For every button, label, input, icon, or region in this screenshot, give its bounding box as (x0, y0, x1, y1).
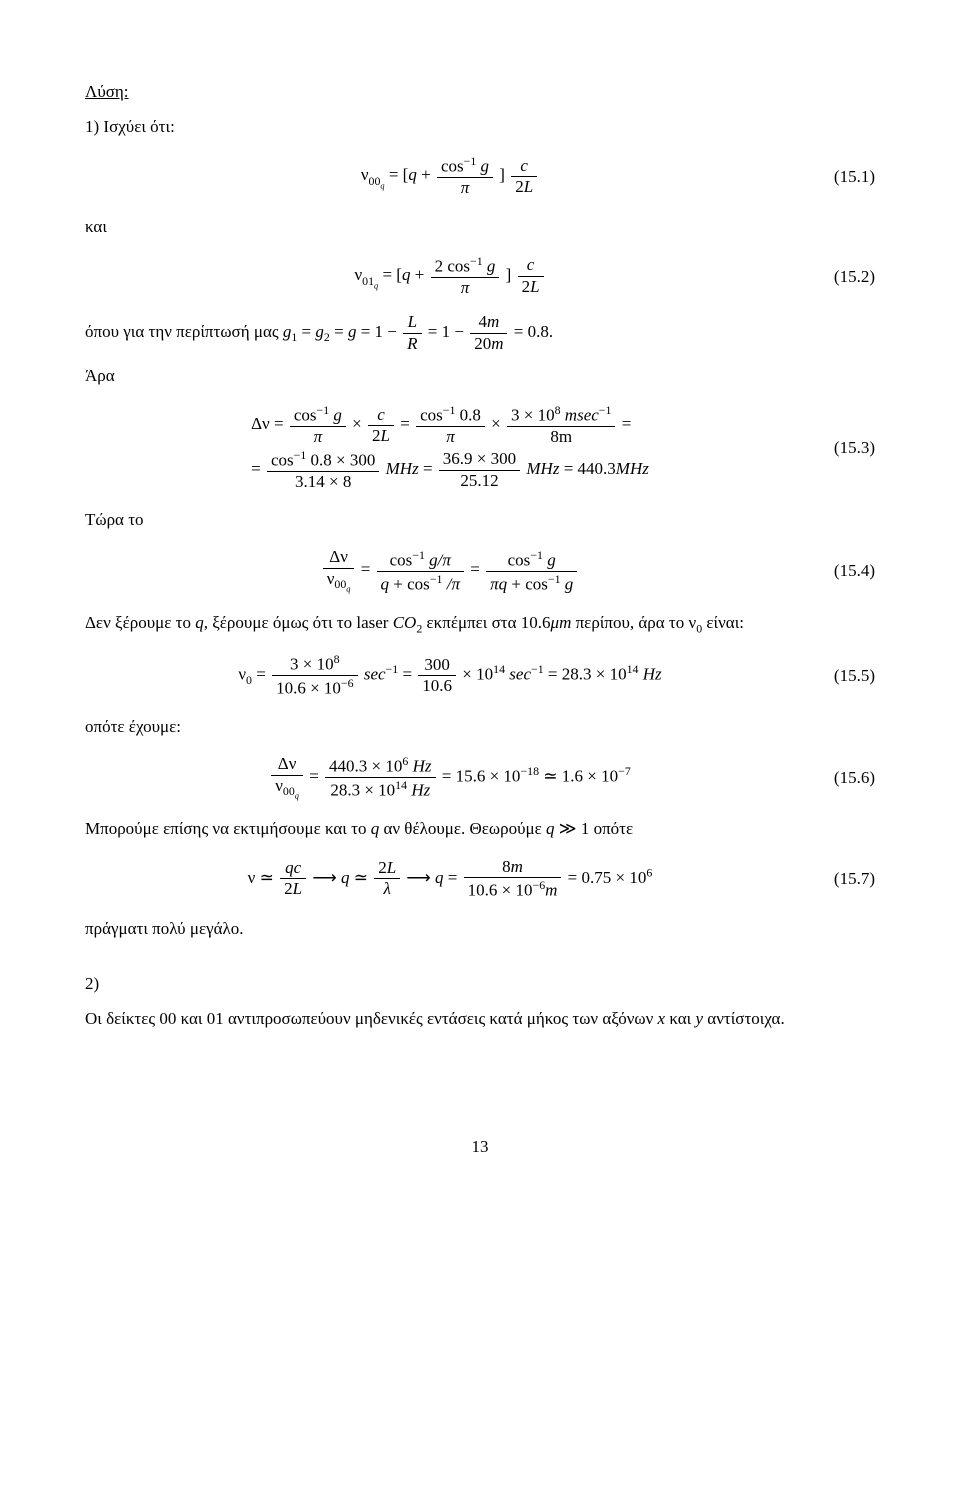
equation-15-7: ν ≃ qc2L ⟶ q ≃ 2Lλ ⟶ q = 8m10.6 × 10−6m … (85, 857, 875, 901)
eq-body: ν0 = 3 × 10810.6 × 10−6 sec−1 = 30010.6 … (85, 652, 815, 699)
twra: Τώρα το (85, 506, 875, 533)
eq-body: Δν = cos−1 gπ × c2L = cos−1 0.8π × 3 × 1… (85, 403, 815, 492)
ara: Άρα (85, 362, 875, 389)
eq-number: (15.6) (815, 764, 875, 791)
opote: οπότε έχουμε: (85, 713, 875, 740)
eq-body: ν00q = [q + cos−1 gπ ] c2L (85, 154, 815, 198)
eq-body: ν01q = [q + 2 cos−1 gπ ] c2L (85, 254, 815, 298)
equation-15-2: ν01q = [q + 2 cos−1 gπ ] c2L (15.2) (85, 254, 875, 298)
eq-body: Δνν00q = cos−1 g/πq + cos−1 /π = cos−1 g… (85, 547, 815, 594)
equation-15-6: Δνν00q = 440.3 × 106 Hz28.3 × 1014 Hz = … (85, 754, 875, 801)
equation-15-1: ν00q = [q + cos−1 gπ ] c2L (15.1) (85, 154, 875, 198)
part2-head: 2) (85, 970, 875, 997)
page-number: 13 (85, 1133, 875, 1160)
equation-15-4: Δνν00q = cos−1 g/πq + cos−1 /π = cos−1 g… (85, 547, 875, 594)
kai: και (85, 213, 875, 240)
eq-body: Δνν00q = 440.3 × 106 Hz28.3 × 1014 Hz = … (85, 754, 815, 801)
eq-number: (15.1) (815, 163, 875, 190)
eq-number: (15.3) (815, 434, 875, 461)
eq-number: (15.2) (815, 263, 875, 290)
eq-number: (15.4) (815, 557, 875, 584)
eq-number: (15.5) (815, 662, 875, 689)
den-xeroume: Δεν ξέρουμε το q, ξέρουμε όμως ότι το la… (85, 609, 875, 638)
line-1: 1) Ισχύει ότι: (85, 113, 875, 140)
part2-body: Οι δείκτες 00 και 01 αντιπροσωπεύουν μηδ… (85, 1005, 875, 1032)
pragmati: πράγματι πολύ μεγάλο. (85, 915, 875, 942)
mporoume: Μπορούμε επίσης να εκτιμήσουμε και το q … (85, 815, 875, 842)
eq-number: (15.7) (815, 865, 875, 892)
equation-15-3: Δν = cos−1 gπ × c2L = cos−1 0.8π × 3 × 1… (85, 403, 875, 492)
opou-line: όπου για την περίπτωσή μας g1 = g2 = g =… (85, 312, 875, 354)
equation-15-5: ν0 = 3 × 10810.6 × 10−6 sec−1 = 30010.6 … (85, 652, 875, 699)
solution-title: Λύση: (85, 78, 875, 105)
solution-title-text: Λύση: (85, 82, 129, 101)
eq-body: ν ≃ qc2L ⟶ q ≃ 2Lλ ⟶ q = 8m10.6 × 10−6m … (85, 857, 815, 901)
